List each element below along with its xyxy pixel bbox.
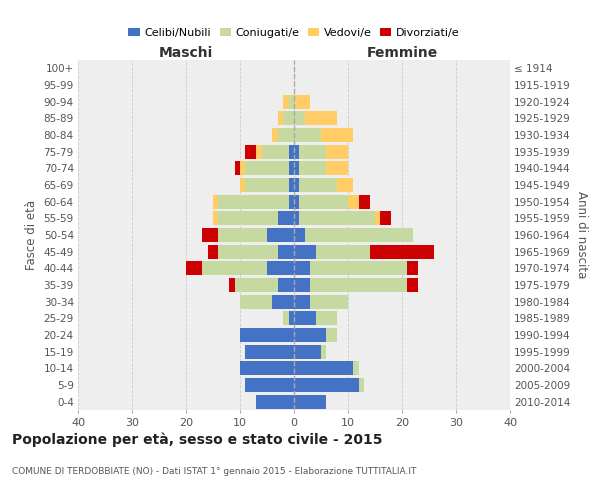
Bar [267,261,294,276]
Bar [278,112,283,126]
Bar [326,144,348,159]
Bar [294,144,299,159]
Bar [218,211,278,226]
Bar [310,261,407,276]
Bar [218,228,267,242]
Bar [272,128,278,142]
Bar [321,344,326,359]
Bar [278,128,294,142]
Bar [202,261,267,276]
Y-axis label: Anni di nascita: Anni di nascita [575,192,587,278]
Bar [267,228,294,242]
Bar [305,228,413,242]
Bar [299,144,326,159]
Bar [294,128,321,142]
Bar [202,228,218,242]
Bar [283,311,289,326]
Bar [278,211,294,226]
Bar [294,394,326,409]
Bar [294,261,310,276]
Bar [337,178,353,192]
Bar [353,361,359,376]
Bar [245,178,289,192]
Bar [283,94,289,109]
Bar [299,211,375,226]
Bar [310,294,348,309]
Bar [294,162,299,175]
Bar [407,261,418,276]
Bar [370,244,434,259]
Bar [289,194,294,209]
Bar [294,211,299,226]
Text: Femmine: Femmine [367,46,437,60]
Bar [235,278,278,292]
Bar [245,344,294,359]
Bar [294,361,353,376]
Bar [229,278,235,292]
Bar [240,178,245,192]
Bar [289,144,294,159]
Bar [186,261,202,276]
Bar [294,378,359,392]
Bar [294,94,310,109]
Bar [321,128,353,142]
Bar [256,144,262,159]
Y-axis label: Fasce di età: Fasce di età [25,200,38,270]
Bar [359,378,364,392]
Bar [316,311,337,326]
Bar [218,194,289,209]
Bar [375,211,380,226]
Bar [294,278,310,292]
Bar [294,228,305,242]
Bar [278,278,294,292]
Bar [289,311,294,326]
Bar [240,328,294,342]
Bar [348,194,359,209]
Bar [359,194,370,209]
Bar [294,311,316,326]
Bar [380,211,391,226]
Text: Popolazione per età, sesso e stato civile - 2015: Popolazione per età, sesso e stato civil… [12,432,383,447]
Bar [326,328,337,342]
Bar [240,294,272,309]
Bar [326,162,348,175]
Text: COMUNE DI TERDOBBIATE (NO) - Dati ISTAT 1° gennaio 2015 - Elaborazione TUTTITALI: COMUNE DI TERDOBBIATE (NO) - Dati ISTAT … [12,468,416,476]
Bar [235,162,240,175]
Bar [294,178,299,192]
Bar [213,194,218,209]
Bar [316,244,370,259]
Bar [310,278,407,292]
Bar [294,112,305,126]
Bar [299,178,337,192]
Legend: Celibi/Nubili, Coniugati/e, Vedovi/e, Divorziati/e: Celibi/Nubili, Coniugati/e, Vedovi/e, Di… [124,24,464,42]
Bar [262,144,289,159]
Bar [240,162,245,175]
Bar [294,244,316,259]
Text: Maschi: Maschi [159,46,213,60]
Bar [213,211,218,226]
Bar [289,178,294,192]
Bar [283,112,294,126]
Bar [289,94,294,109]
Bar [245,162,289,175]
Bar [289,162,294,175]
Bar [299,162,326,175]
Bar [407,278,418,292]
Bar [294,294,310,309]
Bar [218,244,278,259]
Bar [294,328,326,342]
Bar [245,144,256,159]
Bar [245,378,294,392]
Bar [208,244,218,259]
Bar [299,194,348,209]
Bar [256,394,294,409]
Bar [294,344,321,359]
Bar [278,244,294,259]
Bar [305,112,337,126]
Bar [294,194,299,209]
Bar [240,361,294,376]
Bar [272,294,294,309]
